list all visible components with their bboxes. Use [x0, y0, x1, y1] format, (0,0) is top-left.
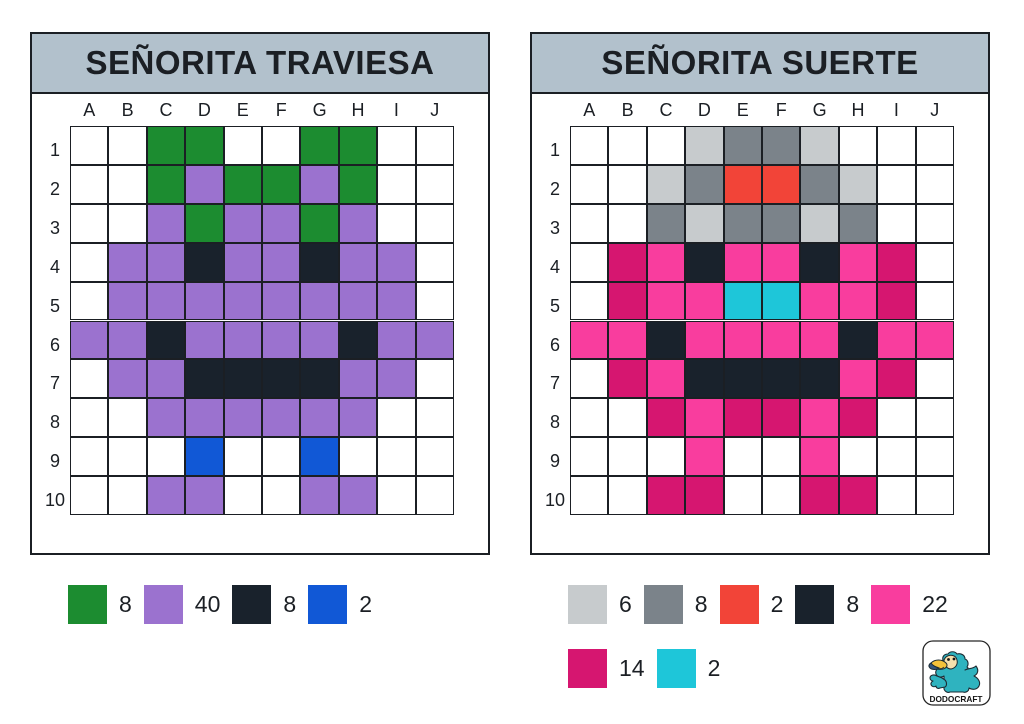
svg-text:DODOCRAFT: DODOCRAFT	[929, 694, 982, 704]
